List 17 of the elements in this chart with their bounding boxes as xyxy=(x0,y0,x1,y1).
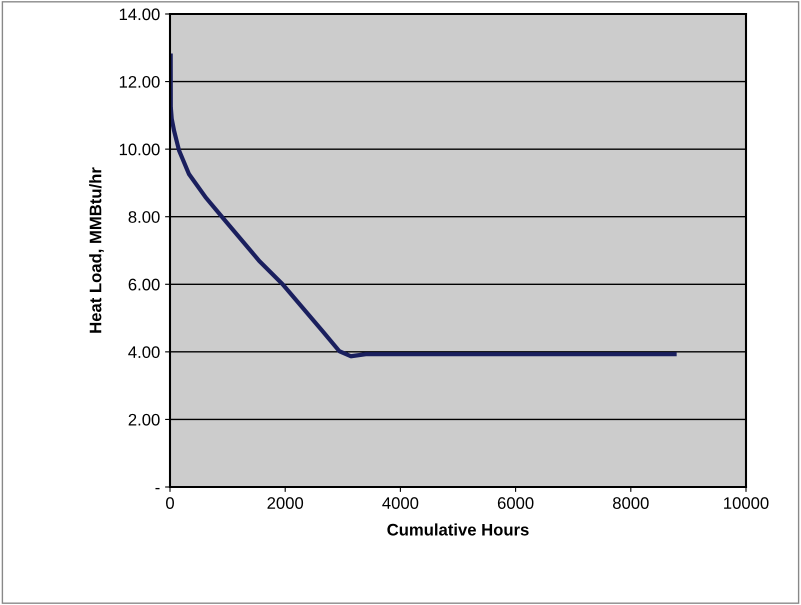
x-axis-title: Cumulative Hours xyxy=(387,523,529,536)
y-tick-label: 14.00 xyxy=(120,8,160,20)
y-axis-title: Heat Load, MMBtu/hr xyxy=(89,167,104,333)
x-tick-label: 6000 xyxy=(498,497,534,509)
y-tick-label: 12.00 xyxy=(120,76,160,88)
y-tick-label: - xyxy=(155,488,160,490)
x-tick-label: 10000 xyxy=(724,497,769,509)
x-tick-label: 4000 xyxy=(382,497,418,509)
x-tick-label: 2000 xyxy=(268,497,304,509)
y-tick-label: 6.00 xyxy=(128,278,160,290)
x-tick-label: 0 xyxy=(166,497,174,509)
y-tick-label: 4.00 xyxy=(128,346,160,358)
y-tick-label: 8.00 xyxy=(128,211,160,223)
y-tick-label: 10.00 xyxy=(120,144,160,156)
line-series xyxy=(170,53,677,358)
x-tick-label: 8000 xyxy=(612,497,649,509)
y-tick-label: 2.00 xyxy=(128,414,160,426)
